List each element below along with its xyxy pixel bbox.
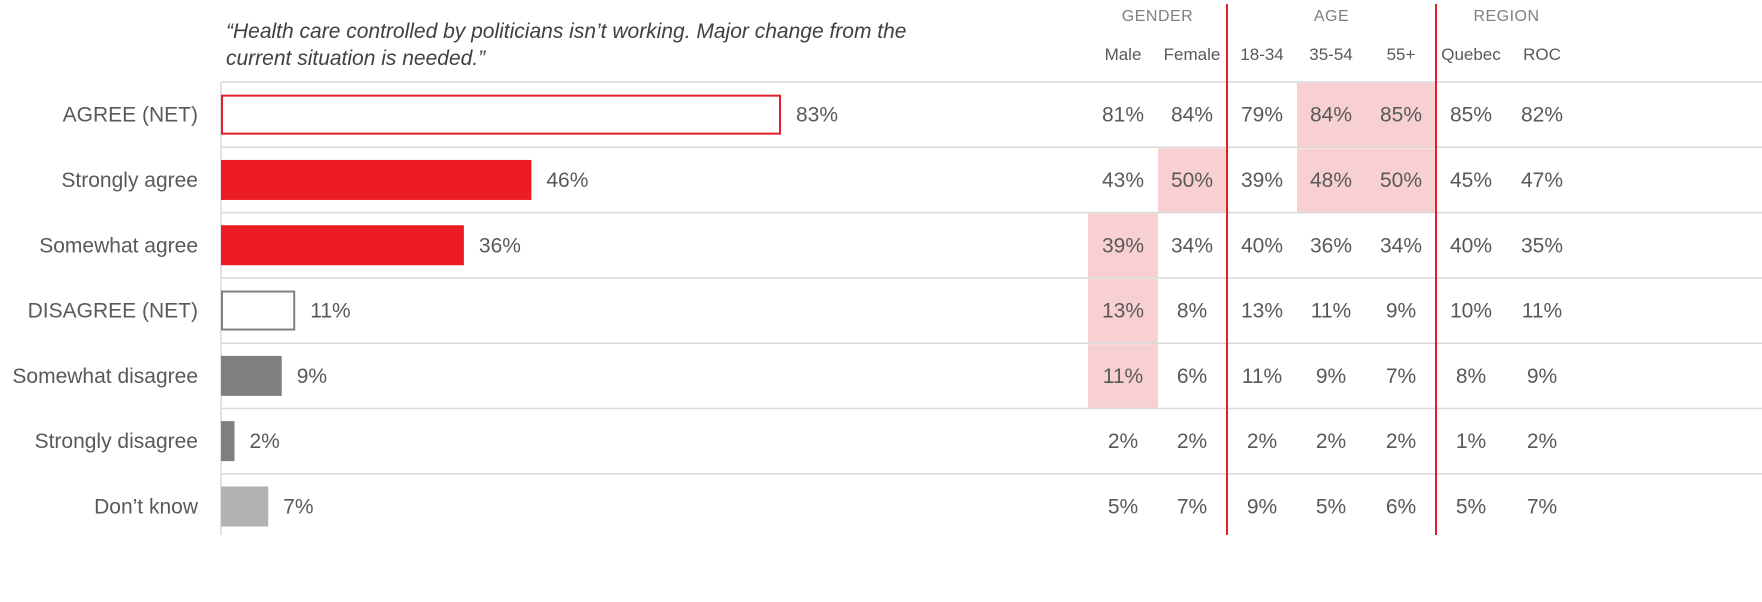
table-cell: 13% bbox=[1241, 300, 1283, 323]
column-header: 55+ bbox=[1387, 45, 1416, 64]
table-cell: 7% bbox=[1527, 495, 1557, 518]
table-cell: 7% bbox=[1177, 495, 1207, 518]
column-header: ROC bbox=[1523, 45, 1561, 64]
bar bbox=[221, 94, 781, 135]
table-cell: 40% bbox=[1241, 234, 1283, 257]
table-cell: 6% bbox=[1177, 365, 1207, 388]
table-highlight-cell bbox=[1297, 148, 1366, 213]
column-header: Male bbox=[1105, 45, 1142, 64]
table-cell: 11% bbox=[1311, 300, 1351, 323]
table-cell: 11% bbox=[1103, 365, 1143, 388]
table-highlight-cell bbox=[1088, 213, 1158, 278]
bar-value-label: 7% bbox=[283, 495, 313, 518]
table-cell: 40% bbox=[1450, 234, 1492, 257]
table-cell: 85% bbox=[1450, 104, 1492, 127]
table-cell: 81% bbox=[1102, 104, 1144, 127]
table-highlight-cell bbox=[1088, 344, 1158, 409]
table-highlight-cell bbox=[1088, 278, 1158, 344]
table-cell: 2% bbox=[1386, 430, 1416, 453]
table-highlight-cell bbox=[1366, 148, 1436, 213]
table-cell: 6% bbox=[1386, 495, 1416, 518]
table-cell: 50% bbox=[1171, 169, 1213, 192]
bar-value-label: 11% bbox=[310, 300, 350, 323]
table-cell: 13% bbox=[1102, 300, 1144, 323]
table-cell: 50% bbox=[1380, 169, 1422, 192]
table-cell: 9% bbox=[1386, 300, 1416, 323]
column-header: Female bbox=[1164, 45, 1221, 64]
bar bbox=[221, 486, 269, 527]
table-cell: 79% bbox=[1241, 104, 1283, 127]
table-cell: 36% bbox=[1310, 234, 1352, 257]
table-cell: 48% bbox=[1310, 169, 1352, 192]
table-cell: 45% bbox=[1450, 169, 1492, 192]
category-label: Strongly disagree bbox=[35, 430, 198, 453]
bar-value-label: 83% bbox=[796, 104, 838, 127]
table-cell: 8% bbox=[1177, 300, 1207, 323]
table-cell: 43% bbox=[1102, 169, 1144, 192]
category-label: DISAGREE (NET) bbox=[28, 300, 198, 323]
table-cell: 2% bbox=[1247, 430, 1277, 453]
table-cell: 5% bbox=[1456, 495, 1486, 518]
bar-value-label: 36% bbox=[479, 234, 521, 257]
table-cell: 39% bbox=[1102, 234, 1144, 257]
table-cell: 2% bbox=[1108, 430, 1138, 453]
group-header: REGION bbox=[1473, 8, 1539, 25]
table-cell: 82% bbox=[1521, 104, 1563, 127]
table-cell: 34% bbox=[1380, 234, 1422, 257]
table-cell: 10% bbox=[1450, 300, 1492, 323]
bar bbox=[221, 159, 532, 200]
table-cell: 11% bbox=[1242, 365, 1282, 388]
category-label: Somewhat disagree bbox=[12, 365, 198, 388]
table-cell: 9% bbox=[1527, 365, 1557, 388]
table-cell: 1% bbox=[1456, 430, 1486, 453]
table-cell: 85% bbox=[1380, 104, 1422, 127]
bar-value-label: 2% bbox=[249, 430, 279, 453]
table-cell: 5% bbox=[1108, 495, 1138, 518]
column-header: Quebec bbox=[1441, 45, 1501, 64]
table-cell: 7% bbox=[1386, 365, 1416, 388]
bar bbox=[221, 421, 235, 462]
table-cell: 2% bbox=[1527, 430, 1557, 453]
table-cell: 39% bbox=[1241, 169, 1283, 192]
category-label: Strongly agree bbox=[61, 169, 198, 192]
table-cell: 9% bbox=[1247, 495, 1277, 518]
group-header: GENDER bbox=[1122, 8, 1193, 25]
table-cell: 2% bbox=[1177, 430, 1207, 453]
table-cell: 5% bbox=[1316, 495, 1346, 518]
table-cell: 84% bbox=[1310, 104, 1352, 127]
table-cell: 35% bbox=[1521, 234, 1563, 257]
column-header: 35-54 bbox=[1309, 45, 1352, 64]
chart-title: “Health care controlled by politicians i… bbox=[226, 20, 907, 70]
table-highlight-cell bbox=[1366, 83, 1436, 148]
table-highlight-cell bbox=[1297, 83, 1366, 148]
bar bbox=[221, 225, 464, 266]
table-cell: 11% bbox=[1522, 300, 1562, 323]
bar bbox=[221, 290, 296, 331]
category-label: AGREE (NET) bbox=[63, 104, 198, 127]
table-cell: 84% bbox=[1171, 104, 1213, 127]
group-header: AGE bbox=[1314, 8, 1349, 25]
category-label: Don’t know bbox=[94, 495, 199, 518]
category-label: Somewhat agree bbox=[39, 234, 198, 257]
column-header: 18-34 bbox=[1240, 45, 1283, 64]
bar-value-label: 9% bbox=[297, 365, 327, 388]
table-cell: 34% bbox=[1171, 234, 1213, 257]
bar bbox=[221, 355, 282, 396]
bar-value-label: 46% bbox=[546, 169, 588, 192]
table-cell: 9% bbox=[1316, 365, 1346, 388]
table-cell: 47% bbox=[1521, 169, 1563, 192]
table-cell: 2% bbox=[1316, 430, 1346, 453]
table-cell: 8% bbox=[1456, 365, 1486, 388]
table-highlight-cell bbox=[1158, 148, 1227, 213]
